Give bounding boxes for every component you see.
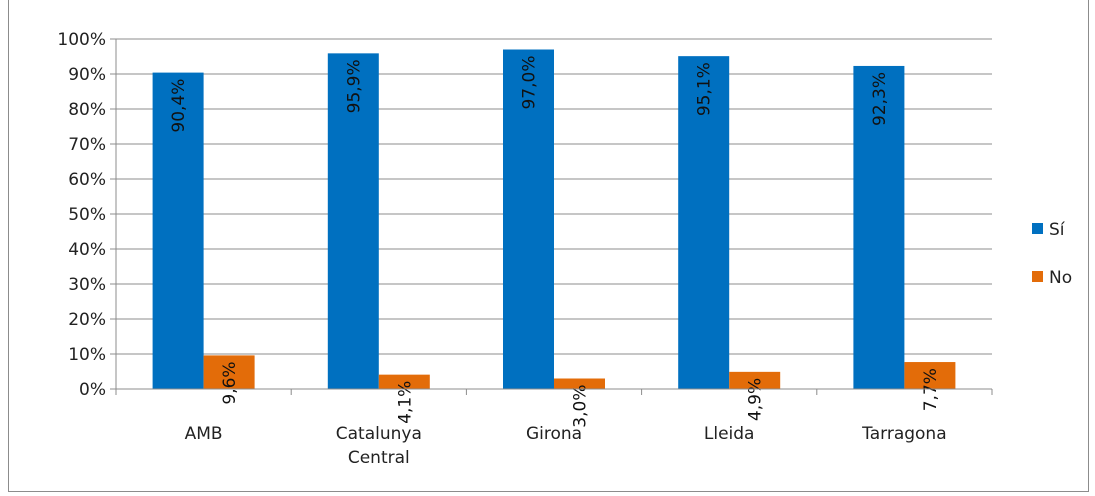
y-tick-label: 90% <box>68 65 106 85</box>
bars: 90,4% 9,6% 95,9% 4,1% 97,0% 3,0% 95,1% 4,9% 92,3… <box>152 49 956 428</box>
data-label: 95,1% <box>695 62 715 116</box>
y-axis: 0% 10% 20% 30% 40% 50% 60% 70% 80% 90% 100% <box>57 30 117 400</box>
x-tick-label: Girona <box>526 424 582 444</box>
data-label: 97,0% <box>520 56 540 110</box>
y-tick-label: 80% <box>68 100 106 120</box>
x-tick-label: Tarragona <box>861 424 946 444</box>
x-tick-label: Catalunya <box>336 424 422 444</box>
y-tick-label: 30% <box>68 275 106 295</box>
bar <box>378 374 430 389</box>
bar <box>203 355 255 389</box>
bar <box>904 362 956 389</box>
y-tick-label: 20% <box>68 310 106 330</box>
data-label: 4,1% <box>395 381 415 424</box>
legend-label: No <box>1049 268 1072 288</box>
y-tick-label: 10% <box>68 345 106 365</box>
data-label: 7,7% <box>921 368 941 411</box>
data-label: 92,3% <box>870 72 890 126</box>
data-label: 9,6% <box>220 361 240 404</box>
bar <box>678 56 730 390</box>
y-tick-label: 60% <box>68 170 106 190</box>
y-tick-label: 70% <box>68 135 106 155</box>
bar <box>853 65 905 389</box>
legend-swatch <box>1032 223 1043 234</box>
bar <box>554 378 605 389</box>
y-tick-label: 40% <box>68 240 106 260</box>
x-tick-label: Central <box>348 448 410 468</box>
data-label: 90,4% <box>169 79 189 133</box>
x-tick-label: Lleida <box>704 424 755 444</box>
legend: Sí No <box>1032 220 1072 288</box>
y-tick-label: 100% <box>57 30 106 50</box>
y-tick-label: 0% <box>79 380 106 400</box>
x-axis: AMB Catalunya Central Girona Lleida Tarragona <box>115 388 993 468</box>
x-tick-label: AMB <box>185 424 223 444</box>
legend-swatch <box>1032 271 1043 282</box>
data-label: 4,9% <box>746 378 766 421</box>
y-tick-label: 50% <box>68 205 106 225</box>
data-label: 95,9% <box>344 59 364 113</box>
data-label: 3,0% <box>571 385 591 428</box>
bar <box>327 53 379 389</box>
bar <box>152 72 204 389</box>
bar <box>503 49 554 389</box>
bar <box>729 371 781 389</box>
legend-label: Sí <box>1049 220 1066 240</box>
